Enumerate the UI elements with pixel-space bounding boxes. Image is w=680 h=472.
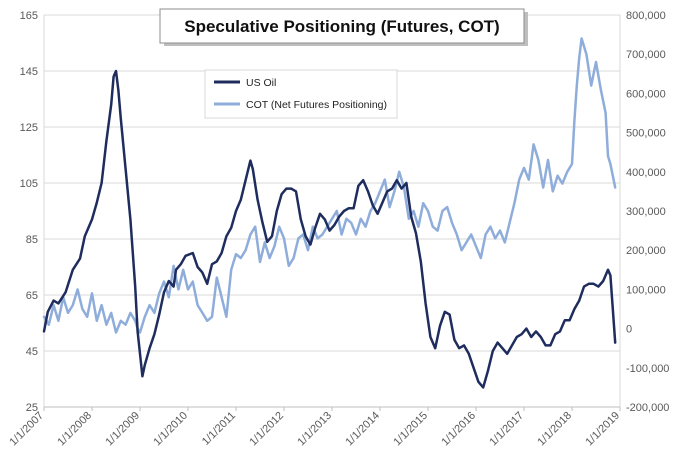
chart-title-box: Speculative Positioning (Futures, COT) [159,8,528,46]
legend-label-cot: COT (Net Futures Positioning) [246,99,387,111]
y-left-tick-label: 105 [20,178,38,190]
legend-frame [204,69,398,119]
y-right-tick-label: 200,000 [626,245,666,257]
legend: US Oil COT (Net Futures Positioning) [204,69,398,119]
series-lines [42,37,617,389]
series-line-us-oil [42,69,617,389]
y-right-tick-label: -100,000 [626,363,669,375]
chart-title: Speculative Positioning (Futures, COT) [184,17,499,36]
y-right-tick-label: 600,000 [626,88,666,100]
y-right-tick-label: 800,000 [626,10,666,22]
title-frame [159,8,525,44]
y-right-tick-label: 0 [626,324,632,336]
y-left-tick-label: 125 [20,122,38,134]
y-left-tick-label: 25 [26,402,38,414]
series-line-cot [42,37,617,334]
y-left-tick-label: 65 [26,290,38,302]
y-right-tick-label: 100,000 [626,284,666,296]
legend-label-us-oil: US Oil [246,77,276,89]
y-right-tick-label: 500,000 [626,128,666,140]
y-right-tick-label: 300,000 [626,206,666,218]
y-right-tick-label: 400,000 [626,167,666,179]
y-left-tick-label: 85 [26,234,38,246]
y-right-tick-label: 700,000 [626,49,666,61]
y-left-tick-label: 45 [26,346,38,358]
y-left-tick-label: 145 [20,66,38,78]
y-left-tick-label: 165 [20,10,38,22]
y-right-tick-label: -200,000 [626,402,669,414]
